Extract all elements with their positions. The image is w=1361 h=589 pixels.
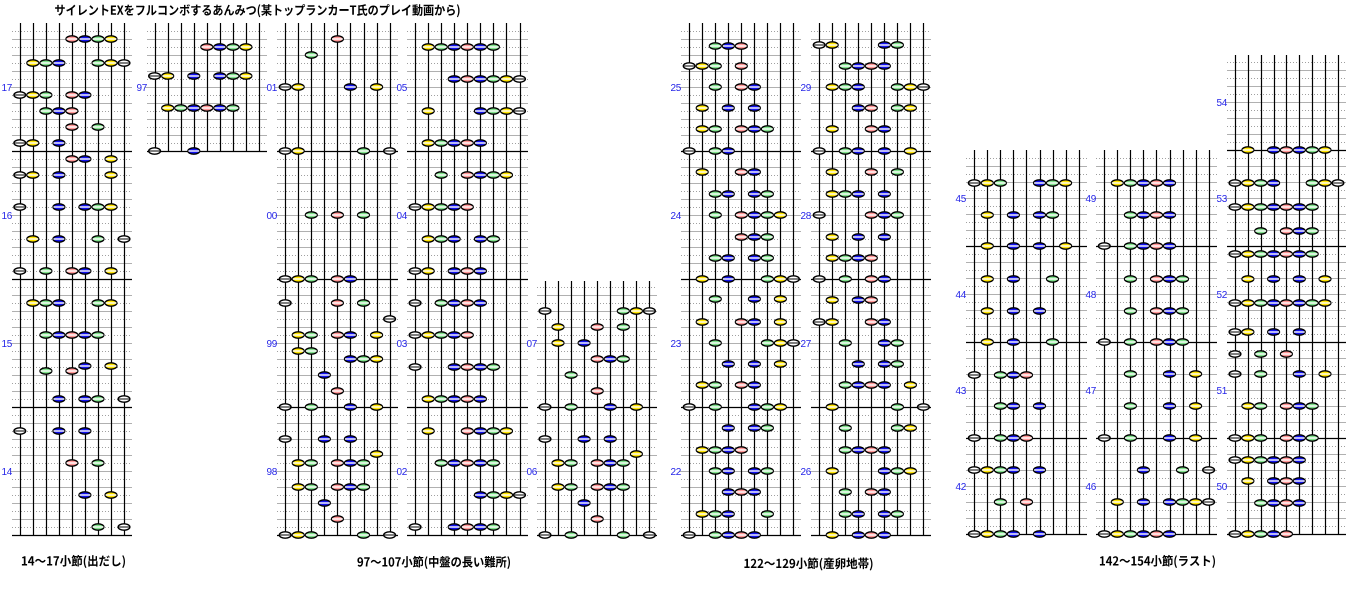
svg-text:28: 28 [800,211,811,222]
svg-text:06: 06 [526,467,537,478]
svg-text:16: 16 [1,211,12,222]
svg-text:07: 07 [526,339,537,350]
svg-text:45: 45 [955,194,966,205]
svg-text:52: 52 [1216,290,1227,301]
svg-text:01: 01 [266,83,277,94]
svg-text:51: 51 [1216,386,1227,397]
svg-text:27: 27 [800,339,811,350]
svg-text:00: 00 [266,211,277,222]
svg-text:54: 54 [1216,98,1227,109]
svg-text:43: 43 [955,386,966,397]
svg-text:53: 53 [1216,194,1227,205]
svg-text:44: 44 [955,290,966,301]
svg-text:05: 05 [396,83,407,94]
svg-text:98: 98 [266,467,277,478]
svg-text:99: 99 [266,339,277,350]
svg-text:26: 26 [800,467,811,478]
svg-text:02: 02 [396,467,407,478]
svg-text:47: 47 [1085,386,1096,397]
svg-text:14: 14 [1,467,12,478]
svg-text:29: 29 [800,83,811,94]
svg-text:23: 23 [670,339,681,350]
svg-text:50: 50 [1216,482,1227,493]
svg-text:15: 15 [1,339,12,350]
svg-text:04: 04 [396,211,407,222]
svg-text:97: 97 [136,83,147,94]
svg-text:17: 17 [1,83,12,94]
svg-text:42: 42 [955,482,966,493]
svg-text:46: 46 [1085,482,1096,493]
svg-text:03: 03 [396,339,407,350]
svg-text:22: 22 [670,467,681,478]
svg-text:25: 25 [670,83,681,94]
svg-text:48: 48 [1085,290,1096,301]
svg-text:49: 49 [1085,194,1096,205]
svg-text:24: 24 [670,211,681,222]
